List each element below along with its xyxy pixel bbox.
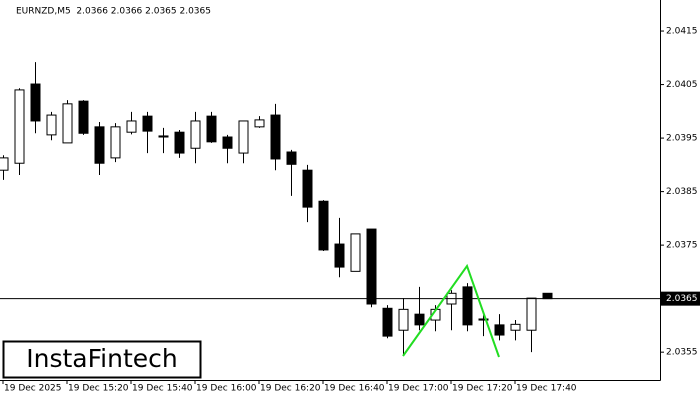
candle-body [78,100,89,134]
x-tick-label: 19 Dec 17:00 [388,384,449,394]
candle-body [238,120,249,154]
candle-body [318,200,329,251]
y-tick-label: 2.0385 [666,187,698,197]
y-tick-label: 2.0355 [666,348,698,358]
y-tick-label: 2.0395 [666,134,698,144]
candle-body [414,313,425,326]
y-tick-label: 2.0405 [666,80,698,90]
candle-body [334,243,345,268]
candle-body [302,169,313,208]
candle-body [142,115,153,132]
x-tick-label: 19 Dec 15:20 [68,384,129,394]
candle-body [254,119,265,128]
candle-body [462,286,473,326]
candle-body [14,89,25,164]
chart-header: EURNZD,M5 2.0366 2.0366 2.0365 2.0365 [16,7,211,17]
candle-body [46,114,57,136]
logo-box [2,340,202,379]
x-tick-label: 19 Dec 17:20 [452,384,513,394]
candle-body [478,318,489,321]
candle-body [398,308,409,331]
candle-body [174,131,185,154]
candle-body [494,324,505,336]
x-tick-label: 19 Dec 16:40 [324,384,385,394]
candle-body [110,126,121,159]
candle-body [382,307,393,337]
candle-body [270,114,281,160]
candle-body [190,120,201,149]
candle-body [126,120,137,133]
candle-body [286,151,297,165]
x-tick-label: 19 Dec 16:00 [196,384,257,394]
price-label: 2.0365 [666,294,698,304]
x-tick-label: 19 Dec 17:40 [516,384,577,394]
x-tick-label: 19 Dec 15:40 [132,384,193,394]
candle-body [94,126,105,164]
candle-body [542,292,553,300]
candle-body [366,228,377,305]
candle-body [158,135,169,138]
marks: 2.0355 2.0375 2.0385 2.0395 2.0405 2.0415 19 D… [0,27,700,394]
y-tick-label: 2.0375 [666,241,698,251]
candle-body [510,323,521,331]
candle-body [30,83,41,122]
price-label-bg [661,291,700,306]
candle-body [0,157,9,171]
candle-body [222,136,233,149]
x-tick-label: 19 Dec 2025 [4,384,62,394]
logo: InstaFintech [26,344,178,373]
x-tick-label: 19 Dec 16:20 [260,384,321,394]
candle-body [62,103,73,144]
candle-body [526,297,537,331]
pattern-outline [402,263,500,358]
y-tick-label: 2.0415 [666,27,698,37]
candle-body [350,233,361,272]
candle-body [206,115,217,143]
